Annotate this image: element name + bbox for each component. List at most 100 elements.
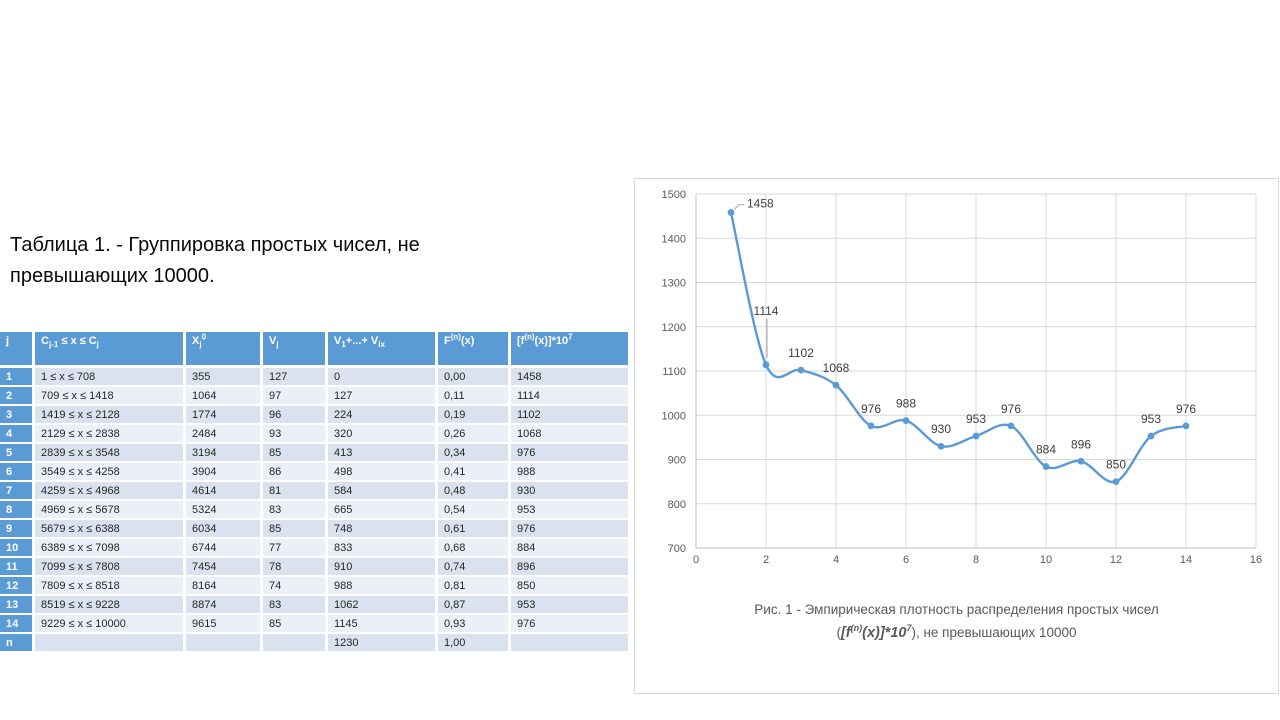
table-cell: 5679 ≤ x ≤ 6388: [35, 520, 186, 539]
caption-open-paren: (: [836, 625, 841, 640]
table-cell: 3: [0, 406, 35, 425]
table-cell: 78: [263, 558, 328, 577]
table-cell: 976: [511, 444, 631, 463]
chart-container: 700 800 900 1000 1100 1200 1300 1400 1500 0 2 4 6 8 10…: [634, 178, 1279, 694]
table-cell: 584: [328, 482, 438, 501]
table-cell: 665: [328, 501, 438, 520]
svg-text:800: 800: [668, 499, 686, 511]
caption-line1: Рис. 1 - Эмпирическая плотность распреде…: [754, 602, 1159, 617]
table-row: 3 1419 ≤ x ≤ 2128 1774 96 224 0,19 1102: [0, 406, 631, 425]
table-cell: 6744: [186, 539, 263, 558]
svg-text:1200: 1200: [662, 322, 686, 334]
table-cell: 3194: [186, 444, 263, 463]
svg-text:1100: 1100: [662, 366, 686, 378]
table-cell: 85: [263, 520, 328, 539]
table-cell: 1419 ≤ x ≤ 2128: [35, 406, 186, 425]
table-cell: 0,87: [438, 596, 511, 615]
svg-text:930: 930: [931, 422, 951, 436]
table-cell: 0,26: [438, 425, 511, 444]
column-header-2: Xj0: [186, 332, 263, 368]
line-chart: 700 800 900 1000 1100 1200 1300 1400 1500 0 2 4 6 8 10…: [662, 189, 1263, 566]
table-cell: 976: [511, 615, 631, 634]
svg-text:12: 12: [1110, 554, 1122, 566]
table-cell: 1774: [186, 406, 263, 425]
table-cell: 0,61: [438, 520, 511, 539]
svg-text:896: 896: [1071, 437, 1091, 451]
table-cell: 910: [328, 558, 438, 577]
column-header-1: Cj-1 ≤ x ≤ Cj: [35, 332, 186, 368]
table-row: 7 4259 ≤ x ≤ 4968 4614 81 584 0,48 930: [0, 482, 631, 501]
table-row: 4 2129 ≤ x ≤ 2838 2484 93 320 0,26 1068: [0, 425, 631, 444]
table-title: Таблица 1. - Группировка простых чисел, …: [10, 234, 420, 287]
svg-text:953: 953: [1141, 412, 1161, 426]
table-cell: 8519 ≤ x ≤ 9228: [35, 596, 186, 615]
table-row: 2 709 ≤ x ≤ 1418 1064 97 127 0,11 1114: [0, 387, 631, 406]
table-cell: 97: [263, 387, 328, 406]
table-row: n 1230 1,00: [0, 634, 631, 653]
table-cell: 1,00: [438, 634, 511, 653]
table-cell: 0,00: [438, 368, 511, 387]
table-cell: 988: [511, 463, 631, 482]
table-cell: 77: [263, 539, 328, 558]
column-header-6: [f(n)(x)]*107: [511, 332, 631, 368]
table-row: 6 3549 ≤ x ≤ 4258 3904 86 498 0,41 988: [0, 463, 631, 482]
caption-line2: ([f(n)(x)]*107), не превышающих 10000: [635, 621, 1278, 645]
table-cell: 1102: [511, 406, 631, 425]
svg-text:1114: 1114: [754, 304, 779, 318]
table-row: 11 7099 ≤ x ≤ 7808 7454 78 910 0,74 896: [0, 558, 631, 577]
table-cell: n: [0, 634, 35, 653]
table-row: 14 9229 ≤ x ≤ 10000 9615 85 1145 0,93 976: [0, 615, 631, 634]
table-cell: 127: [328, 387, 438, 406]
table-row: 5 2839 ≤ x ≤ 3548 3194 85 413 0,34 976: [0, 444, 631, 463]
table-cell: 0,54: [438, 501, 511, 520]
caption-suffix: ), не превышающих 10000: [911, 625, 1077, 640]
table-cell: 1145: [328, 615, 438, 634]
table-cell: 6389 ≤ x ≤ 7098: [35, 539, 186, 558]
table-cell: 4614: [186, 482, 263, 501]
table-cell: 5: [0, 444, 35, 463]
table-cell: 0,81: [438, 577, 511, 596]
table-cell: 976: [511, 520, 631, 539]
table-cell: 2839 ≤ x ≤ 3548: [35, 444, 186, 463]
table-cell: 1230: [328, 634, 438, 653]
table-cell: 1068: [511, 425, 631, 444]
table-cell: 3549 ≤ x ≤ 4258: [35, 463, 186, 482]
table-cell: 7809 ≤ x ≤ 8518: [35, 577, 186, 596]
svg-text:0: 0: [693, 554, 699, 566]
table-row: 12 7809 ≤ x ≤ 8518 8164 74 988 0,81 850: [0, 577, 631, 596]
table-cell: 6: [0, 463, 35, 482]
table-cell: 748: [328, 520, 438, 539]
table-cell: 413: [328, 444, 438, 463]
table-cell: 2: [0, 387, 35, 406]
table-cell: 930: [511, 482, 631, 501]
table-cell: 1458: [511, 368, 631, 387]
table-cell: 12: [0, 577, 35, 596]
table-cell: 8: [0, 501, 35, 520]
table-cell: 8164: [186, 577, 263, 596]
svg-text:988: 988: [896, 397, 916, 411]
table-cell: 1062: [328, 596, 438, 615]
table-cell: 884: [511, 539, 631, 558]
svg-text:2: 2: [763, 554, 769, 566]
column-header-5: F(n)(x): [438, 332, 511, 368]
svg-text:976: 976: [861, 402, 881, 416]
table-cell: 4259 ≤ x ≤ 4968: [35, 482, 186, 501]
table-cell: 2484: [186, 425, 263, 444]
svg-text:976: 976: [1176, 402, 1196, 416]
table-cell: 953: [511, 501, 631, 520]
table-cell: 6034: [186, 520, 263, 539]
table-row: 13 8519 ≤ x ≤ 9228 8874 83 1062 0,87 953: [0, 596, 631, 615]
svg-text:976: 976: [1001, 402, 1021, 416]
table-cell: 85: [263, 615, 328, 634]
svg-text:8: 8: [973, 554, 979, 566]
table-cell: 13: [0, 596, 35, 615]
svg-text:14: 14: [1180, 554, 1192, 566]
table-cell: 1114: [511, 387, 631, 406]
table-cell: 498: [328, 463, 438, 482]
table-cell: [511, 634, 631, 653]
table-row: 9 5679 ≤ x ≤ 6388 6034 85 748 0,61 976: [0, 520, 631, 539]
table-cell: 1064: [186, 387, 263, 406]
table-cell: 1: [0, 368, 35, 387]
table-cell: 14: [0, 615, 35, 634]
table-cell: 83: [263, 596, 328, 615]
